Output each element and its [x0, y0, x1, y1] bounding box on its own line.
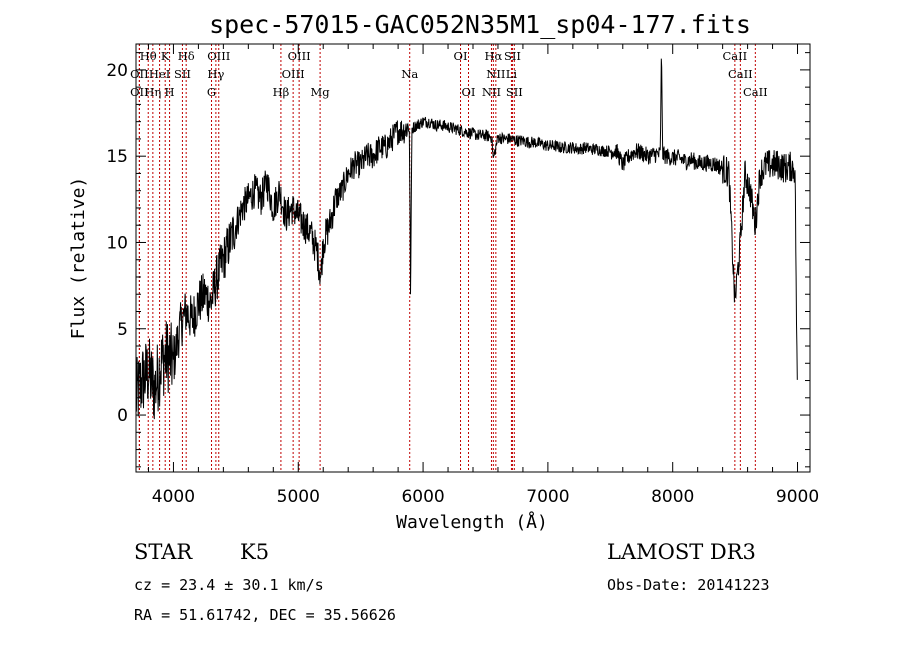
redshift-cz: cz = 23.4 ± 30.1 km/s: [134, 576, 324, 594]
line-markers: [138, 44, 756, 472]
spectrum-line: [135, 58, 798, 420]
y-tick-label: 0: [117, 406, 128, 426]
y-tick-label: 10: [106, 233, 128, 253]
line-marker-label: CaII: [722, 49, 747, 63]
y-tick-label: 15: [106, 147, 128, 167]
x-axis-label: Wavelength (Å): [396, 511, 548, 533]
y-axis: 0 5 10 15 20: [106, 52, 810, 468]
line-marker-label: NII: [482, 85, 501, 99]
line-marker-label: NII: [486, 67, 505, 81]
line-marker-label: Hγ: [207, 67, 224, 81]
line-marker-label: Hθ: [140, 49, 157, 63]
plot-frame: [135, 43, 811, 473]
y-tick-label: 20: [106, 61, 128, 81]
line-marker-label: OII: [130, 67, 149, 81]
line-marker-label: OII: [130, 85, 149, 99]
object-class: STAR: [134, 540, 193, 564]
line-marker-label: OIII: [288, 49, 311, 63]
line-marker-label: SII: [506, 85, 523, 99]
line-marker-label: K: [161, 49, 170, 63]
obs-date: Obs-Date: 20141223: [607, 576, 770, 594]
line-marker-label: Mg: [311, 85, 331, 99]
x-tick-label: 4000: [152, 487, 195, 507]
line-marker-label: HeI: [149, 67, 170, 81]
line-marker-label: Hα: [484, 49, 502, 63]
line-marker-label: Hδ: [178, 49, 195, 63]
y-axis-label: Flux (relative): [68, 177, 89, 340]
line-marker-label: SII: [174, 67, 191, 81]
x-tick-label: 5000: [277, 487, 320, 507]
x-tick-label: 6000: [401, 487, 444, 507]
line-marker-label: CaII: [728, 67, 753, 81]
line-marker-label: Li: [506, 67, 518, 81]
line-marker-label: CaII: [743, 85, 768, 99]
x-tick-label: 8000: [651, 487, 694, 507]
x-tick-label: 7000: [526, 487, 569, 507]
line-marker-label: H: [165, 85, 175, 99]
line-marker-label: Hβ: [273, 85, 290, 99]
line-marker-label: Hη: [144, 85, 161, 99]
ra-dec-coords: RA = 51.61742, DEC = 35.56626: [134, 606, 396, 624]
x-tick-label: 9000: [776, 487, 819, 507]
y-tick-label: 5: [117, 320, 128, 340]
line-marker-label: OIII: [207, 49, 230, 63]
line-marker-label: OIII: [282, 67, 305, 81]
line-marker-label: G: [207, 85, 216, 99]
object-subclass: K5: [240, 540, 269, 564]
survey-name: LAMOST DR3: [607, 540, 756, 564]
line-marker-label: OI: [462, 85, 476, 99]
chart-title: spec-57015-GAC052N35M1_sp04-177.fits: [209, 10, 751, 39]
line-marker-label: Na: [401, 67, 418, 81]
line-marker-label: SII: [504, 49, 521, 63]
x-axis: 4000 5000 6000 7000 8000 9000: [147, 44, 819, 507]
line-marker-label: OI: [454, 49, 468, 63]
